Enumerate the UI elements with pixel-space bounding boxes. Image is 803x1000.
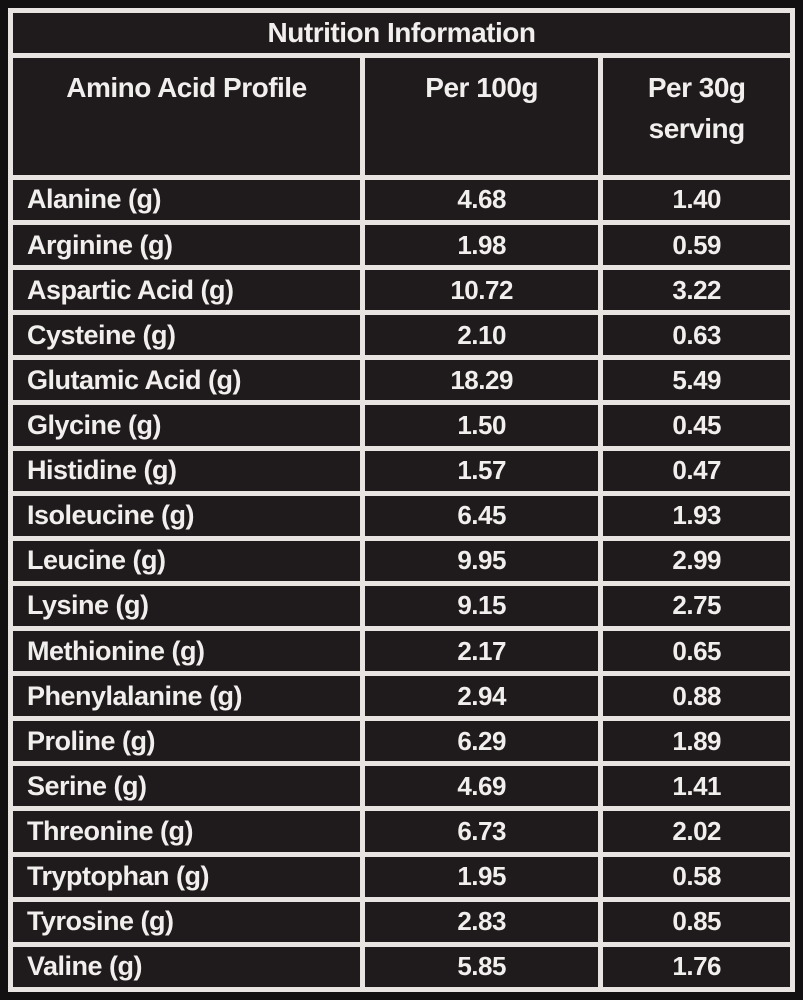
per-100g-value: 1.95 [359,851,604,902]
amino-acid-label: Threonine (g) [8,806,365,857]
column-header-amino-acid-profile: Amino Acid Profile [8,53,365,180]
table-row: Alanine (g) 4.68 1.40 [8,174,795,226]
amino-acid-label: Alanine (g) [8,174,365,226]
amino-acid-label: Glycine (g) [8,400,365,451]
per-30g-value: 3.22 [598,265,795,316]
per-100g-value: 6.73 [359,806,604,857]
per-100g-value: 10.72 [359,265,604,316]
table-row: Arginine (g) 1.98 0.59 [8,220,795,271]
per-100g-value: 1.98 [359,220,604,271]
per-100g-value: 9.95 [359,535,604,586]
per-30g-value: 0.88 [598,671,795,722]
amino-acid-label: Cysteine (g) [8,310,365,361]
amino-acid-label: Glutamic Acid (g) [8,355,365,406]
table-row: Glycine (g) 1.50 0.45 [8,400,795,451]
table-row: Phenylalanine (g) 2.94 0.88 [8,671,795,722]
per-100g-value: 2.17 [359,626,604,677]
per-30g-value: 1.93 [598,490,795,541]
per-100g-value: 18.29 [359,355,604,406]
amino-acid-label: Proline (g) [8,716,365,767]
per-30g-value: 1.89 [598,716,795,767]
amino-acid-label: Arginine (g) [8,220,365,271]
table-row: Lysine (g) 9.15 2.75 [8,580,795,632]
amino-acid-label: Lysine (g) [8,580,365,632]
table-row: Tyrosine (g) 2.83 0.85 [8,896,795,947]
table-body: Alanine (g) 4.68 1.40 Arginine (g) 1.98 0.59 A… [8,174,795,993]
per-30g-value: 0.65 [598,626,795,677]
table-row: Isoleucine (g) 6.45 1.93 [8,490,795,541]
table-row: Valine (g) 5.85 1.76 [8,941,795,993]
per-100g-value: 6.29 [359,716,604,767]
per-30g-value: 0.85 [598,896,795,947]
per-30g-value: 0.59 [598,220,795,271]
amino-acid-label: Aspartic Acid (g) [8,265,365,316]
per-100g-value: 1.50 [359,400,604,451]
per-100g-value: 2.10 [359,310,604,361]
table-row: Histidine (g) 1.57 0.47 [8,445,795,496]
amino-acid-label: Isoleucine (g) [8,490,365,541]
per-100g-value: 5.85 [359,941,604,993]
title-row: Nutrition Information [8,7,795,59]
per-30g-value: 0.63 [598,310,795,361]
nutrition-label: Nutrition Information Amino Acid Profile… [8,7,795,993]
amino-acid-label: Leucine (g) [8,535,365,586]
table-row: Proline (g) 6.29 1.89 [8,716,795,767]
per-100g-value: 9.15 [359,580,604,632]
per-100g-value: 6.45 [359,490,604,541]
per-30g-value: 0.45 [598,400,795,451]
table-title: Nutrition Information [8,7,795,59]
amino-acid-label: Serine (g) [8,761,365,812]
header-row: Amino Acid Profile Per 100g Per 30g serv… [8,53,795,180]
amino-acid-label: Tyrosine (g) [8,896,365,947]
per-30g-value: 2.02 [598,806,795,857]
per-100g-value: 2.94 [359,671,604,722]
amino-acid-label: Histidine (g) [8,445,365,496]
table-row: Leucine (g) 9.95 2.99 [8,535,795,586]
per-30g-value: 2.99 [598,535,795,586]
amino-acid-label: Tryptophan (g) [8,851,365,902]
table-row: Glutamic Acid (g) 18.29 5.49 [8,355,795,406]
per-30g-value: 1.40 [598,174,795,226]
table-row: Threonine (g) 6.73 2.02 [8,806,795,857]
table-row: Aspartic Acid (g) 10.72 3.22 [8,265,795,316]
per-30g-value: 1.76 [598,941,795,993]
per-100g-value: 2.83 [359,896,604,947]
per-100g-value: 4.69 [359,761,604,812]
table-row: Methionine (g) 2.17 0.65 [8,626,795,677]
nutrition-table: Nutrition Information Amino Acid Profile… [8,7,795,993]
table-row: Tryptophan (g) 1.95 0.58 [8,851,795,902]
per-30g-value: 1.41 [598,761,795,812]
per-100g-value: 4.68 [359,174,604,226]
per-30g-value: 0.47 [598,445,795,496]
amino-acid-label: Methionine (g) [8,626,365,677]
column-header-per-100g: Per 100g [359,53,604,180]
per-30g-value: 5.49 [598,355,795,406]
table-row: Serine (g) 4.69 1.41 [8,761,795,812]
table-row: Cysteine (g) 2.10 0.63 [8,310,795,361]
per-100g-value: 1.57 [359,445,604,496]
per-30g-value: 0.58 [598,851,795,902]
per-30g-value: 2.75 [598,580,795,632]
column-header-per-30g-serving: Per 30g serving [598,53,795,180]
amino-acid-label: Phenylalanine (g) [8,671,365,722]
amino-acid-label: Valine (g) [8,941,365,993]
